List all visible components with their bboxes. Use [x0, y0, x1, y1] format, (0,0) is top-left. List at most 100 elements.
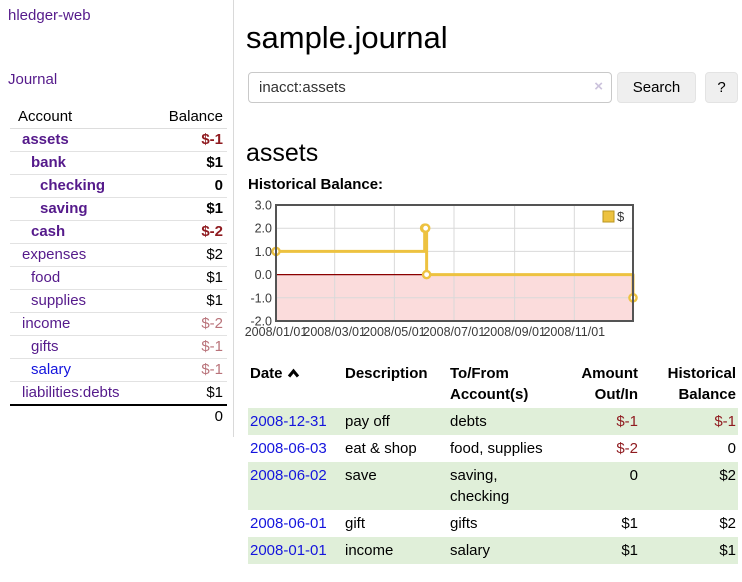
- account-balance: $-1: [201, 361, 223, 378]
- x-tick-label: 2008/07/01: [423, 325, 486, 339]
- account-balance: $1: [206, 269, 223, 286]
- app-title-link[interactable]: hledger-web: [8, 7, 91, 24]
- account-balance: $-1: [201, 131, 223, 148]
- accounts-balance-table: Account Balance assets $-1 bank $1 checking 0…: [10, 106, 227, 428]
- account-heading: assets: [246, 138, 319, 167]
- chart-canvas: $3.0 2.0 1.0 0.0 -1.0 -2.02008/01/012008/03/0…: [245, 199, 638, 339]
- accounts-total-balance: 0: [214, 408, 223, 425]
- account-row: expenses $2: [10, 244, 227, 267]
- register-accounts: food, supplies: [450, 440, 543, 457]
- search-bar: × Search ?: [248, 72, 738, 103]
- account-row: cash $-2: [10, 221, 227, 244]
- register-accounts: debts: [450, 413, 487, 430]
- x-tick-label: 2008/05/01: [363, 325, 426, 339]
- balance-column-header: Balance: [168, 108, 223, 125]
- account-balance: $1: [206, 154, 223, 171]
- account-row: saving $1: [10, 198, 227, 221]
- register-row: 2008-06-02 save saving, checking 0 $2: [248, 462, 738, 510]
- x-tick-label: 2008/01/01: [245, 325, 308, 339]
- account-link[interactable]: gifts: [31, 338, 59, 355]
- register-balance: $2: [719, 515, 736, 532]
- account-balance: $1: [206, 384, 223, 401]
- register-balance: $-1: [714, 413, 736, 430]
- y-tick-label: 1.0: [255, 245, 272, 259]
- register-accounts: gifts: [450, 515, 478, 532]
- chart-title: Historical Balance:: [248, 176, 384, 193]
- search-input[interactable]: [248, 72, 612, 103]
- account-row: checking 0: [10, 175, 227, 198]
- account-link[interactable]: saving: [40, 200, 88, 217]
- x-tick-label: 2008/03/01: [303, 325, 366, 339]
- x-tick-label: 2008/09/01: [483, 325, 546, 339]
- account-row: salary $-1: [10, 359, 227, 382]
- accounts-total-row: 0: [10, 406, 227, 428]
- account-link[interactable]: supplies: [31, 292, 87, 309]
- account-balance: 0: [214, 177, 223, 194]
- register-description: eat & shop: [345, 440, 417, 457]
- data-point: [421, 269, 432, 280]
- chart-border: [275, 204, 634, 322]
- register-amount: 0: [629, 467, 638, 484]
- y-tick-label: 2.0: [255, 222, 272, 236]
- register-row: 2008-06-03 eat & shop food, supplies $-2 0: [248, 435, 738, 462]
- register-row: 2008-01-01 income salary $1 $1: [248, 537, 738, 564]
- register-balance: $2: [719, 467, 736, 484]
- account-link[interactable]: liabilities:debts: [22, 384, 120, 401]
- account-row: gifts $-1: [10, 336, 227, 359]
- account-link[interactable]: food: [31, 269, 61, 286]
- account-balance: $2: [206, 246, 223, 263]
- account-row: assets $-1: [10, 129, 227, 152]
- register-header-row: Date Description To/From Account(s) Amou…: [248, 360, 738, 408]
- x-tick-label: 2008/11/01: [543, 325, 605, 339]
- account-column-header: Account: [18, 108, 73, 125]
- account-link[interactable]: checking: [40, 177, 106, 194]
- register-header-balance: Historical Balance: [667, 365, 736, 403]
- clear-search-icon[interactable]: ×: [594, 78, 603, 95]
- sidebar-item-journal[interactable]: Journal: [8, 71, 58, 88]
- register-description: pay off: [345, 413, 390, 430]
- register-date-link[interactable]: 2008-01-01: [250, 542, 327, 559]
- y-tick-label: -1.0: [250, 291, 272, 305]
- register-table: Date Description To/From Account(s) Amou…: [248, 360, 738, 564]
- historical-balance-chart: $3.0 2.0 1.0 0.0 -1.0 -2.0 2008/01/01 2008/03/0…: [245, 199, 742, 347]
- register-date-link[interactable]: 2008-06-03: [250, 440, 327, 457]
- register-date-link[interactable]: 2008-06-01: [250, 515, 327, 532]
- account-balance: $-2: [201, 315, 223, 332]
- legend-swatch: [602, 210, 615, 223]
- help-button[interactable]: ?: [705, 72, 738, 103]
- register-row: 2008-12-31 pay off debts $-1 $-1: [248, 408, 738, 435]
- account-row: bank $1: [10, 152, 227, 175]
- account-row: food $1: [10, 267, 227, 290]
- y-tick-label: 0.0: [255, 268, 272, 282]
- account-link[interactable]: expenses: [22, 246, 87, 263]
- account-link[interactable]: salary: [31, 361, 72, 378]
- register-description: gift: [345, 515, 366, 532]
- account-link[interactable]: bank: [31, 154, 67, 171]
- register-description: income: [345, 542, 394, 559]
- account-balance: $1: [206, 200, 223, 217]
- account-link[interactable]: assets: [22, 131, 69, 148]
- y-tick-label: 3.0: [255, 199, 272, 213]
- register-amount: $1: [621, 542, 638, 559]
- account-row: liabilities:debts $1: [10, 382, 227, 406]
- register-date-link[interactable]: 2008-06-02: [250, 467, 327, 484]
- register-header-description: Description: [345, 365, 428, 382]
- account-link[interactable]: cash: [31, 223, 66, 240]
- register-date-link[interactable]: 2008-12-31: [250, 413, 327, 430]
- register-amount: $1: [621, 515, 638, 532]
- account-balance: $1: [206, 292, 223, 309]
- search-button[interactable]: Search: [617, 72, 696, 103]
- account-balance: $-1: [201, 338, 223, 355]
- register-amount: $-2: [616, 440, 638, 457]
- account-row: supplies $1: [10, 290, 227, 313]
- account-link[interactable]: income: [22, 315, 71, 332]
- sidebar-divider: [233, 0, 234, 437]
- register-header-date[interactable]: Date: [248, 360, 343, 408]
- legend-label: $: [617, 209, 625, 224]
- register-balance: $1: [719, 542, 736, 559]
- data-point: [420, 223, 431, 234]
- register-amount: $-1: [616, 413, 638, 430]
- register-header-accounts: To/From Account(s): [450, 365, 529, 403]
- account-row: income $-2: [10, 313, 227, 336]
- accounts-table-header: Account Balance: [10, 106, 227, 129]
